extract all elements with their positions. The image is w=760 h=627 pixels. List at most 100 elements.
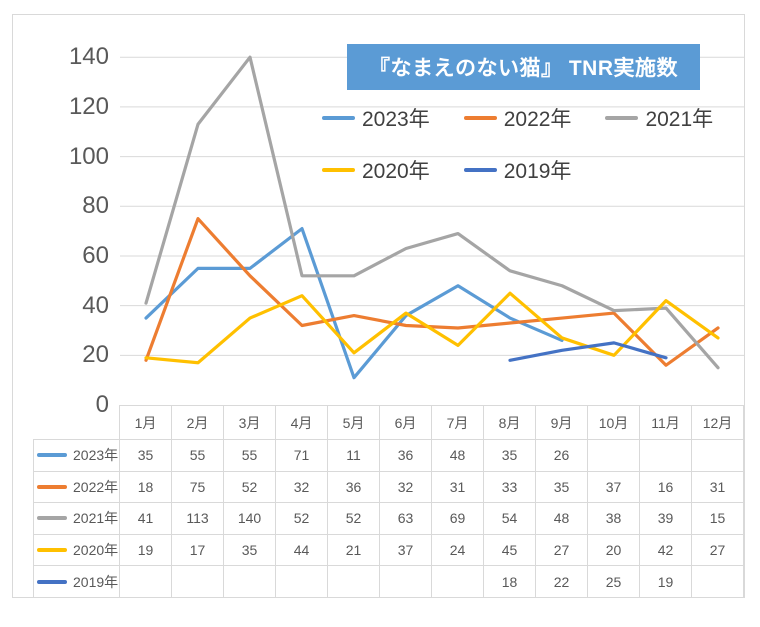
table-cell: 27 — [536, 534, 588, 567]
table-row-label: 2019年 — [33, 566, 120, 598]
table-row-label: 2022年 — [33, 471, 120, 504]
legend-key-icon — [322, 116, 355, 120]
table-cell: 48 — [536, 503, 588, 535]
table-cell: 44 — [276, 534, 328, 567]
data-table: 1月 2月 3月 4月 5月 6月 7月 8月 9月 10月 11月 12月 2023年 35 55 55 71… — [33, 405, 744, 598]
table-cell: 75 — [172, 471, 224, 504]
y-axis-tick-label: 20 — [82, 341, 109, 369]
table-cell: 26 — [536, 440, 588, 472]
legend-label: 2020年 — [362, 160, 430, 183]
legend-key-icon — [322, 168, 355, 172]
series-line-2022年[interactable] — [144, 217, 720, 367]
table-cell — [692, 440, 744, 472]
legend-key-icon — [463, 116, 497, 120]
table-cell: 33 — [484, 471, 536, 504]
table-cell: 113 — [172, 503, 224, 535]
table-cell: 39 — [640, 503, 692, 535]
table-header-cell: 12月 — [692, 405, 744, 440]
chart-title[interactable]: 『なまえのない猫』 TNR実施数 — [347, 44, 700, 90]
legend-item-2023[interactable]: 2023年 — [322, 103, 430, 133]
table-cell: 31 — [692, 471, 744, 504]
table-header-cell: 8月 — [484, 405, 536, 440]
legend-key-icon — [37, 548, 67, 553]
table-cell: 31 — [432, 471, 484, 504]
table-cell: 63 — [380, 503, 432, 535]
table-cell: 18 — [484, 566, 536, 598]
table-row-label-text: 2020年 — [73, 542, 119, 559]
table-cell: 20 — [588, 534, 640, 567]
table-cell: 42 — [640, 534, 692, 567]
table-cell: 41 — [120, 503, 172, 535]
legend-key-icon — [463, 168, 497, 172]
table-cell — [120, 566, 172, 598]
table-header-cell: 10月 — [588, 405, 640, 440]
table-cell: 25 — [588, 566, 640, 598]
legend-label: 2023年 — [362, 108, 430, 131]
y-axis-tick-label: 120 — [68, 92, 109, 120]
table-cell: 35 — [224, 534, 276, 567]
table-header-cell: 9月 — [536, 405, 588, 440]
y-axis-tick-label: 140 — [68, 43, 109, 71]
table-header-cell: 4月 — [276, 405, 328, 440]
y-axis-tick-label: 60 — [82, 241, 109, 269]
table-cell: 18 — [120, 471, 172, 504]
table-cell — [224, 566, 276, 598]
table-cell: 21 — [328, 534, 380, 567]
legend-key-icon — [37, 484, 67, 489]
table-cell: 54 — [484, 503, 536, 535]
table-cell: 36 — [380, 440, 432, 472]
table-cell: 19 — [640, 566, 692, 598]
series-line-2021年[interactable] — [144, 55, 720, 370]
table-cell — [640, 440, 692, 472]
table-cell: 52 — [276, 503, 328, 535]
table-cell: 55 — [224, 440, 276, 472]
series-line-2020年[interactable] — [144, 291, 720, 365]
series-line-2023年[interactable] — [144, 227, 564, 380]
table-cell: 32 — [380, 471, 432, 504]
legend-key-icon — [37, 579, 67, 584]
table-cell: 52 — [328, 503, 380, 535]
table-cell: 37 — [380, 534, 432, 567]
table-cell: 71 — [276, 440, 328, 472]
table-cell: 52 — [224, 471, 276, 504]
table-row-label: 2023年 — [33, 440, 120, 472]
table-row-label-text: 2019年 — [73, 573, 119, 590]
table-row-label-text: 2022年 — [73, 478, 119, 495]
series-line-2019年[interactable] — [508, 341, 668, 362]
table-cell: 140 — [224, 503, 276, 535]
table-cell: 45 — [484, 534, 536, 567]
table-cell: 37 — [588, 471, 640, 504]
y-axis-tick-label: 40 — [82, 291, 109, 319]
legend-item-2022[interactable]: 2022年 — [463, 103, 572, 133]
table-corner-cell — [33, 405, 120, 440]
legend-item-2019[interactable]: 2019年 — [463, 155, 572, 185]
table-cell: 35 — [484, 440, 536, 472]
legend-item-2021[interactable]: 2021年 — [605, 103, 713, 133]
table-cell — [588, 440, 640, 472]
legend-item-2020[interactable]: 2020年 — [322, 155, 430, 185]
table-cell — [692, 566, 744, 598]
table-cell: 16 — [640, 471, 692, 504]
table-cell: 22 — [536, 566, 588, 598]
legend-key-icon — [37, 453, 67, 458]
table-cell: 48 — [432, 440, 484, 472]
legend-key-icon — [605, 116, 639, 120]
table-header-cell: 2月 — [172, 405, 224, 440]
legend-label: 2022年 — [503, 108, 572, 131]
table-cell — [328, 566, 380, 598]
table-header-cell: 1月 — [120, 405, 172, 440]
table-cell: 11 — [328, 440, 380, 472]
table-cell — [432, 566, 484, 598]
y-axis-tick-label: 100 — [68, 142, 109, 170]
table-cell: 24 — [432, 534, 484, 567]
table-cell: 36 — [328, 471, 380, 504]
table-header-cell: 5月 — [328, 405, 380, 440]
legend-key-icon — [37, 516, 67, 521]
legend-label: 2019年 — [503, 160, 572, 183]
chart-legend-row-1: 2023年 2022年 2021年 — [322, 103, 713, 133]
y-axis-tick-label: 0 — [95, 391, 109, 418]
table-row-label-text: 2023年 — [73, 447, 119, 464]
table-header-cell: 3月 — [224, 405, 276, 440]
table-header-cell: 7月 — [432, 405, 484, 440]
chart-legend-row-2: 2020年 2019年 — [322, 155, 571, 185]
